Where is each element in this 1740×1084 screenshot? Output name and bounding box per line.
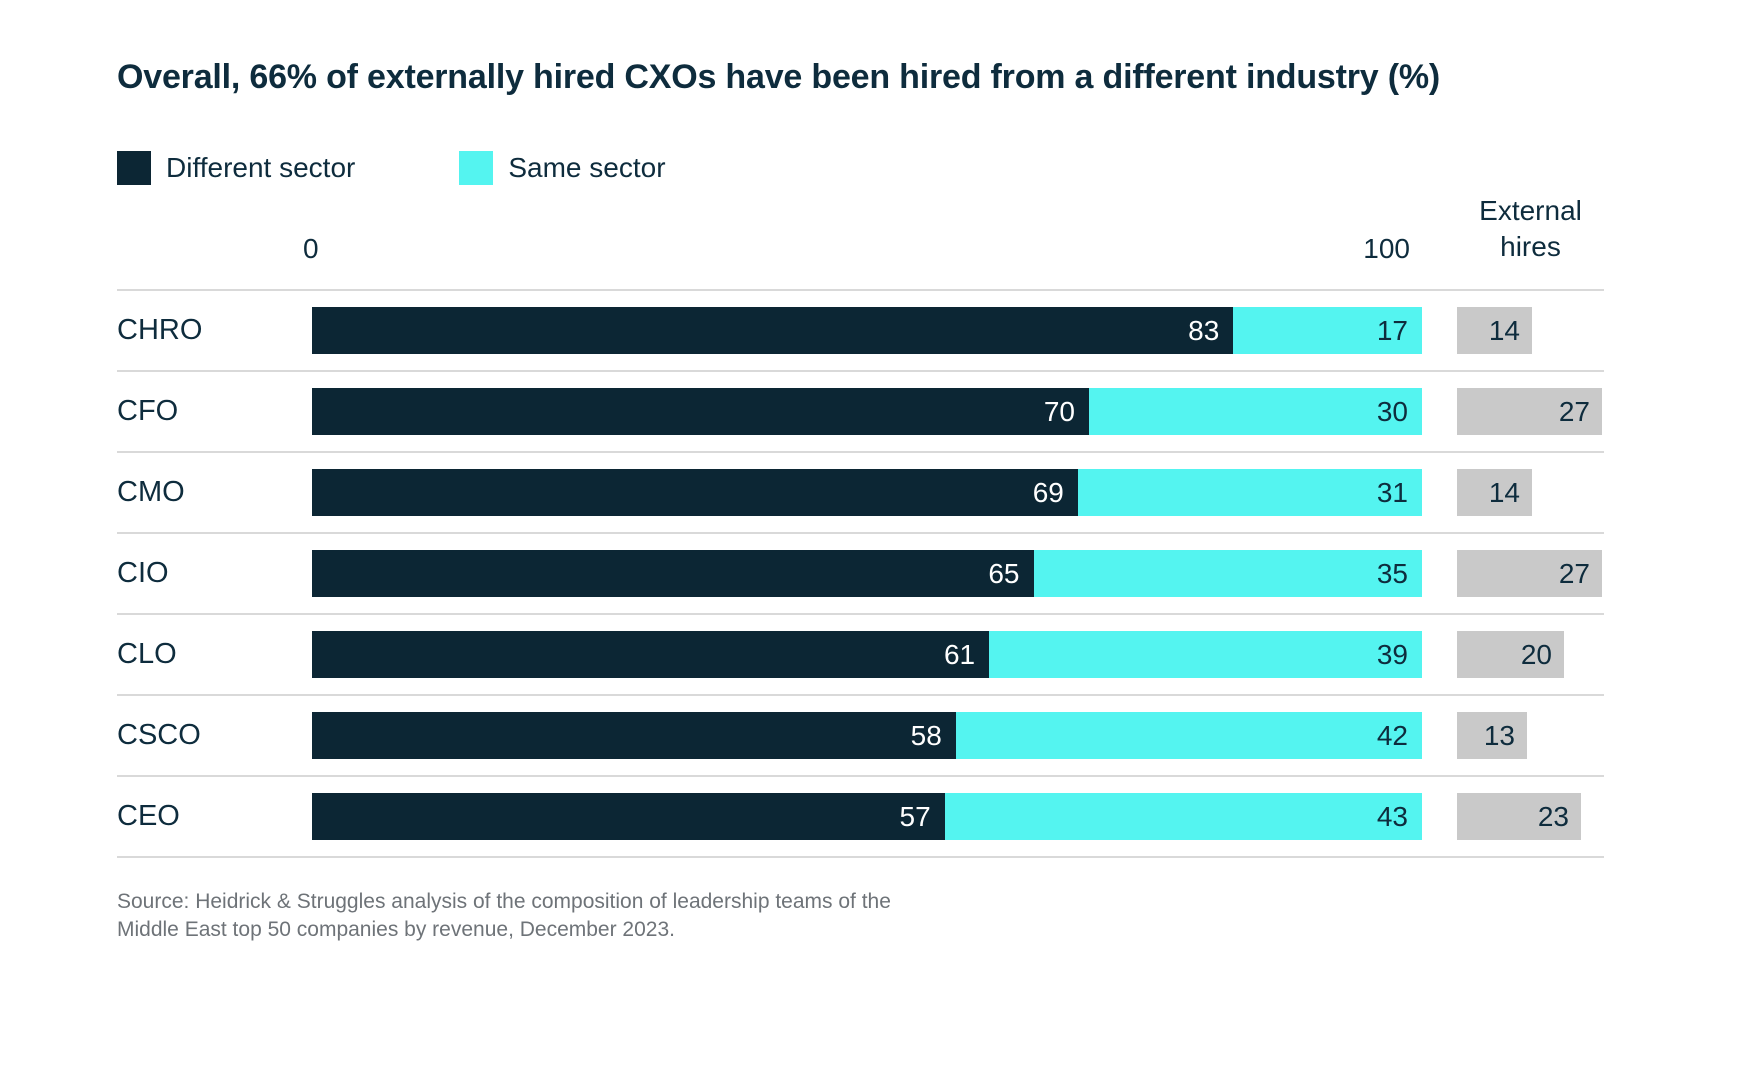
chart-row: CIO 65 35 27 bbox=[117, 532, 1604, 613]
external-hires-header: External hires bbox=[1479, 195, 1582, 262]
external-hires-bar: 20 bbox=[1457, 631, 1564, 678]
stacked-bar: 61 39 bbox=[312, 631, 1422, 678]
bar-segment-same-sector: 39 bbox=[989, 631, 1422, 678]
bar-segment-same-sector: 17 bbox=[1233, 307, 1422, 354]
external-hires-bar: 14 bbox=[1457, 469, 1532, 516]
stacked-bar: 58 42 bbox=[312, 712, 1422, 759]
stacked-bar: 65 35 bbox=[312, 550, 1422, 597]
bar-value-label: 17 bbox=[1376, 314, 1408, 346]
external-hires-bar: 23 bbox=[1457, 793, 1581, 840]
stacked-bar: 69 31 bbox=[312, 469, 1422, 516]
external-hires-cell: 14 bbox=[1457, 469, 1604, 516]
bar-value-label: 30 bbox=[1376, 395, 1408, 427]
bar-value-label: 58 bbox=[910, 719, 942, 751]
bar-value-label: 83 bbox=[1188, 314, 1220, 346]
bar-segment-same-sector: 35 bbox=[1033, 550, 1422, 597]
bar-segment-different-sector: 57 bbox=[312, 793, 945, 840]
bar-segment-different-sector: 65 bbox=[312, 550, 1034, 597]
category-label: CLO bbox=[117, 638, 177, 670]
bar-segment-same-sector: 31 bbox=[1077, 469, 1422, 516]
bar-segment-different-sector: 58 bbox=[312, 712, 956, 759]
chart-row: CHRO 83 17 14 bbox=[117, 289, 1604, 370]
stacked-bar: 83 17 bbox=[312, 307, 1422, 354]
legend: Different sector Same sector bbox=[117, 151, 1604, 185]
external-hires-bar: 27 bbox=[1457, 550, 1602, 597]
category-label: CFO bbox=[117, 395, 179, 427]
chart-row: CSCO 58 42 13 bbox=[117, 694, 1604, 775]
bar-value-label: 65 bbox=[988, 557, 1020, 589]
chart-title: Overall, 66% of externally hired CXOs ha… bbox=[117, 58, 1440, 96]
legend-item-same-sector: Same sector bbox=[459, 151, 666, 185]
category-label: CEO bbox=[117, 800, 180, 832]
external-hires-cell: 27 bbox=[1457, 550, 1604, 597]
bar-value-label: 31 bbox=[1376, 476, 1408, 508]
external-hires-bar: 13 bbox=[1457, 712, 1527, 759]
chart-rows: CHRO 83 17 14 CFO 70 30 27 CMO 69 31 14 CIO 65 35 27 CLO… bbox=[117, 289, 1604, 858]
bar-segment-same-sector: 30 bbox=[1089, 388, 1422, 435]
x-axis-tick-min: 0 bbox=[303, 233, 319, 264]
category-label: CHRO bbox=[117, 314, 203, 346]
category-label: CSCO bbox=[117, 719, 201, 751]
bar-value-label: 69 bbox=[1032, 476, 1064, 508]
bar-segment-different-sector: 69 bbox=[312, 469, 1078, 516]
stacked-bar: 70 30 bbox=[312, 388, 1422, 435]
stacked-bar: 57 43 bbox=[312, 793, 1422, 840]
category-label: CIO bbox=[117, 557, 169, 589]
legend-label: Same sector bbox=[508, 152, 666, 183]
legend-label: Different sector bbox=[166, 152, 356, 183]
external-hires-cell: 27 bbox=[1457, 388, 1604, 435]
legend-swatch-different-sector-icon bbox=[117, 151, 151, 185]
external-hires-cell: 13 bbox=[1457, 712, 1604, 759]
bar-value-label: 61 bbox=[943, 638, 976, 670]
source-note-line1: Source: Heidrick & Struggles analysis of… bbox=[117, 890, 891, 913]
bar-segment-different-sector: 70 bbox=[312, 388, 1089, 435]
bar-value-label: 43 bbox=[1376, 800, 1408, 832]
external-hires-cell: 14 bbox=[1457, 307, 1604, 354]
category-label: CMO bbox=[117, 476, 185, 508]
external-hires-cell: 20 bbox=[1457, 631, 1604, 678]
legend-swatch-same-sector-icon bbox=[459, 151, 494, 185]
bar-value-label: 57 bbox=[899, 800, 931, 832]
bar-value-label: 70 bbox=[1043, 395, 1075, 427]
bar-value-label: 42 bbox=[1376, 719, 1408, 751]
chart-row: CLO 61 39 20 bbox=[117, 613, 1604, 694]
chart-row: CMO 69 31 14 bbox=[117, 451, 1604, 532]
bar-segment-same-sector: 42 bbox=[955, 712, 1422, 759]
legend-item-different-sector: Different sector bbox=[117, 151, 355, 185]
chart-row: CEO 57 43 23 bbox=[117, 775, 1604, 856]
bar-segment-different-sector: 83 bbox=[312, 307, 1234, 354]
x-axis: 0 100 bbox=[303, 233, 1422, 265]
bar-value-label: 35 bbox=[1376, 557, 1408, 589]
chart-header-row: 0 100 External hires bbox=[117, 187, 1604, 275]
external-hires-bar: 14 bbox=[1457, 307, 1532, 354]
bar-segment-same-sector: 43 bbox=[944, 793, 1422, 840]
source-note: Source: Heidrick & Struggles analysis of… bbox=[117, 888, 1604, 944]
bar-segment-different-sector: 61 bbox=[312, 631, 990, 678]
bar-value-label: 39 bbox=[1376, 638, 1408, 670]
chart-row: CFO 70 30 27 bbox=[117, 370, 1604, 451]
source-note-line2: Middle East top 50 companies by revenue,… bbox=[117, 918, 675, 941]
external-hires-cell: 23 bbox=[1457, 793, 1604, 840]
x-axis-tick-max: 100 bbox=[1363, 233, 1410, 264]
external-hires-bar: 27 bbox=[1457, 388, 1602, 435]
